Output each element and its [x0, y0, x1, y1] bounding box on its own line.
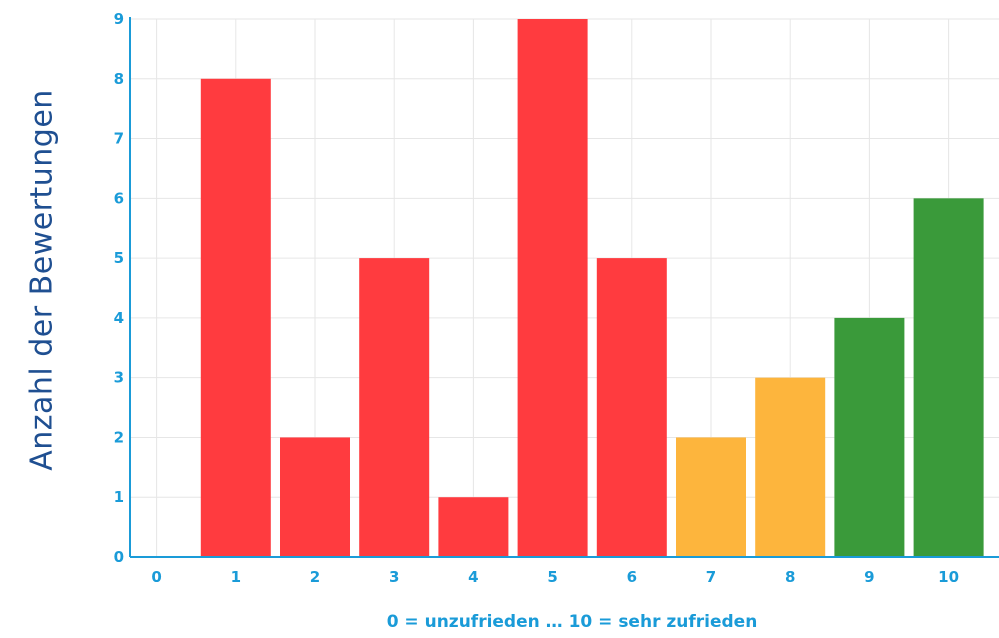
bar-5 — [517, 19, 588, 557]
y-tick-label: 4 — [114, 309, 124, 327]
bar-9 — [834, 317, 905, 557]
bar-6 — [596, 258, 667, 557]
x-tick-label: 3 — [389, 568, 399, 586]
bar-10 — [913, 198, 984, 558]
axes — [129, 17, 999, 558]
y-tick-label: 5 — [114, 249, 124, 267]
y-tick-label: 6 — [114, 189, 124, 207]
x-tick-label: 8 — [785, 568, 795, 586]
y-tick-label: 9 — [114, 10, 124, 28]
y-tick-labels: 0 1 2 3 4 5 6 7 8 9 — [114, 10, 124, 566]
x-tick-label: 6 — [627, 568, 637, 586]
x-tick-label: 5 — [547, 568, 557, 586]
y-tick-label: 3 — [114, 369, 124, 387]
bars — [200, 19, 984, 558]
bar-7 — [676, 437, 746, 557]
y-tick-label: 8 — [114, 70, 124, 88]
x-tick-label: 10 — [938, 568, 959, 586]
bar-3 — [359, 258, 430, 557]
bar-1 — [200, 78, 271, 558]
x-tick-label: 9 — [864, 568, 874, 586]
x-tick-label: 2 — [310, 568, 320, 586]
bar-4 — [438, 497, 509, 557]
x-tick-label: 4 — [468, 568, 478, 586]
x-tick-label: 0 — [151, 568, 161, 586]
y-tick-label: 2 — [114, 428, 124, 446]
y-tick-label: 7 — [114, 130, 124, 148]
x-tick-labels: 0 1 2 3 4 5 6 7 8 9 10 — [151, 568, 959, 586]
bar-2 — [280, 437, 350, 557]
x-axis-title: 0 = unzufrieden … 10 = sehr zufrieden — [386, 612, 758, 632]
y-tick-label: 1 — [114, 488, 124, 506]
x-tick-label: 1 — [231, 568, 241, 586]
y-tick-label: 0 — [114, 548, 124, 566]
bar-8 — [755, 377, 826, 557]
x-tick-label: 7 — [706, 568, 716, 586]
